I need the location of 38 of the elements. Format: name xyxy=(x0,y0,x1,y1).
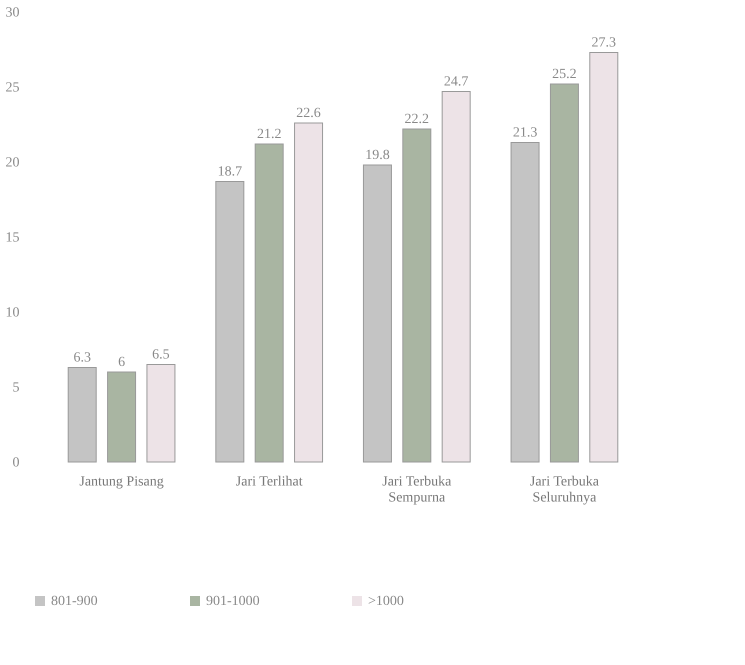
data-label: 25.2 xyxy=(552,67,577,82)
bar xyxy=(68,367,97,462)
data-label: 21.3 xyxy=(512,126,538,140)
y-tick-label: 30 xyxy=(6,6,20,20)
x-tick-label: Jantung Pisang xyxy=(79,474,164,490)
data-label: 6 xyxy=(118,355,126,370)
legend-label: >1000 xyxy=(368,594,404,609)
data-label: 27.3 xyxy=(592,36,616,50)
y-tick-label: 20 xyxy=(6,156,20,170)
data-label: 22.2 xyxy=(404,112,430,127)
bar xyxy=(510,142,540,462)
data-label: 6.3 xyxy=(73,350,91,366)
data-label: 24.7 xyxy=(444,74,468,90)
data-label: 18.7 xyxy=(218,164,242,180)
bar xyxy=(254,144,284,462)
legend-label: 901-1000 xyxy=(206,594,260,609)
data-label: 21.2 xyxy=(256,127,282,142)
bar xyxy=(362,164,392,462)
bar xyxy=(215,181,244,462)
data-label: 22.6 xyxy=(296,106,321,121)
bar xyxy=(550,84,579,462)
bar xyxy=(107,372,136,462)
y-tick-label: 15 xyxy=(6,230,20,246)
bar xyxy=(294,122,324,462)
legend-label: 801-900 xyxy=(51,594,98,609)
data-label: 6.5 xyxy=(152,348,170,362)
x-tick-label: Jari Terbuka Sempurna xyxy=(382,474,452,506)
bar xyxy=(589,52,618,462)
bar xyxy=(146,364,176,462)
bar xyxy=(402,128,432,462)
bar xyxy=(442,91,471,462)
y-tick-label: 5 xyxy=(12,380,20,396)
y-tick-label: 0 xyxy=(12,456,20,470)
y-tick-label: 10 xyxy=(6,306,20,320)
x-tick-label: Jari Terbuka Seluruhnya xyxy=(530,474,600,506)
data-label: 19.8 xyxy=(365,148,390,163)
y-tick-label: 25 xyxy=(6,80,20,96)
x-tick-label: Jari Terlihat xyxy=(236,474,303,490)
